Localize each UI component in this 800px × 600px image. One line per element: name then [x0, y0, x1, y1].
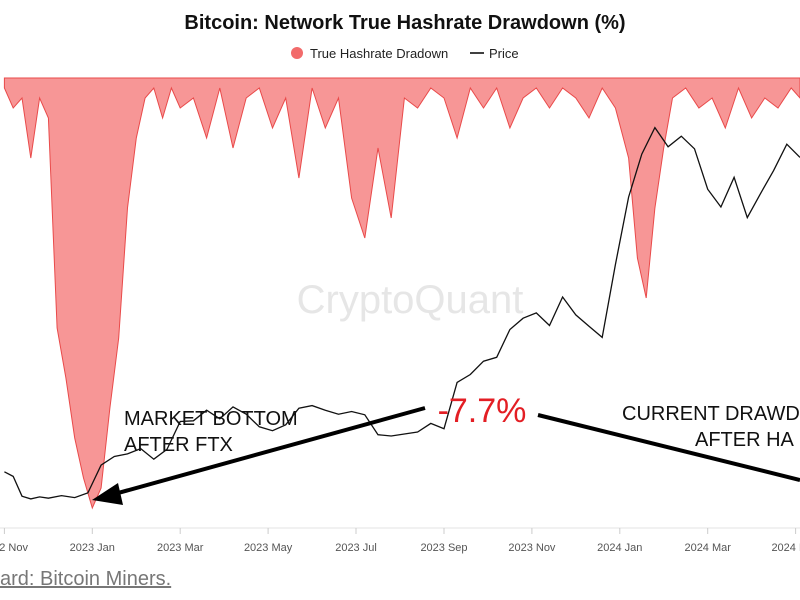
annotation-left-line2: AFTER FTX	[124, 434, 233, 456]
arrow-right-shaft	[537, 413, 800, 482]
annotation-left-line1: MARKET BOTTOM	[124, 408, 298, 430]
x-tick-label: 2023 Nov	[508, 542, 556, 554]
x-tick-label: 2023 Sep	[420, 542, 467, 554]
watermark: CryptoQuant	[297, 278, 524, 322]
x-tick-label: 2023 Jan	[70, 542, 115, 554]
annotation-right-line1: CURRENT DRAWD	[622, 403, 800, 425]
annotation-right-line2: AFTER HA	[695, 429, 795, 451]
x-tick-label: 2023 Jul	[335, 542, 377, 554]
x-tick-label: 2022 Nov	[0, 542, 28, 554]
x-tick-label: 2024 Jan	[597, 542, 642, 554]
legend-label-price[interactable]: Price	[489, 46, 519, 61]
series-price-line	[4, 126, 800, 500]
x-tick-label: 2024 May	[771, 542, 800, 554]
legend-label-drawdown[interactable]: True Hashrate Dradown	[310, 46, 448, 61]
footer-link[interactable]: ard: Bitcoin Miners.	[0, 568, 172, 590]
chart-title: Bitcoin: Network True Hashrate Drawdown …	[184, 12, 625, 34]
x-tick-label: 2023 Mar	[157, 542, 204, 554]
x-tick-label: 2023 May	[244, 542, 293, 554]
x-tick-label: 2024 Mar	[684, 542, 731, 554]
arrow-left-shaft	[99, 406, 426, 500]
series-drawdown-area	[3, 77, 800, 510]
arrow-left-head	[92, 483, 123, 505]
drawdown-callout: -7.7%	[438, 392, 527, 430]
legend-swatch-drawdown	[291, 47, 303, 59]
